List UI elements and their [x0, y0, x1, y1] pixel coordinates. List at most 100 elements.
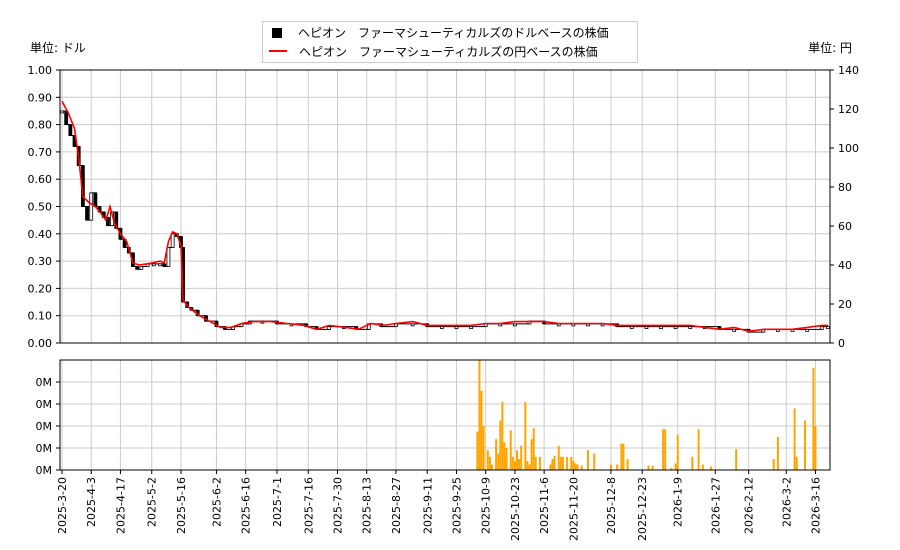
legend-line-icon	[269, 50, 287, 52]
volume-bar	[490, 464, 493, 470]
volume-bar	[511, 456, 514, 470]
x-tick-label: 2025-10-23	[509, 477, 522, 541]
volume-bar	[516, 450, 519, 470]
left-tick-label: 0.20	[28, 282, 53, 295]
usd-candle	[629, 326, 634, 330]
price-grid	[60, 69, 830, 344]
jpy-price-line	[61, 100, 828, 333]
usd-candle	[644, 326, 649, 330]
left-tick-label: 0.10	[28, 310, 53, 323]
volume-bar	[505, 448, 508, 470]
volume-bar	[622, 443, 625, 470]
usd-candle	[688, 326, 693, 330]
volume-bar	[553, 455, 556, 470]
usd-candle	[469, 326, 473, 330]
volume-bar	[812, 367, 815, 470]
price-left-axis: 0.00 0.10 0.20 0.30 0.40 0.50 0.60 0.70 0.80 0.90…	[28, 64, 60, 350]
right-tick-label: 20	[838, 298, 852, 311]
volume-bar	[503, 442, 506, 470]
volume-y-axis: 0M 0M 0M 0M 0M	[36, 376, 60, 477]
volume-bar	[616, 464, 619, 470]
usd-candle	[162, 263, 167, 267]
volume-bar	[570, 456, 573, 470]
usd-candle	[85, 206, 89, 221]
usd-candle	[454, 326, 459, 330]
usd-candle	[135, 266, 140, 270]
volume-bar	[647, 465, 650, 470]
volume-bar	[530, 439, 533, 470]
usd-candle	[114, 211, 119, 229]
legend: ヘピオン ファーマシューティカルズのドルベースの株価 ヘピオン ファーマシューテ…	[262, 21, 638, 63]
x-tick-label: 2025-6-2	[210, 477, 223, 527]
usd-candle	[513, 323, 517, 327]
left-tick-label: 0.80	[28, 119, 53, 132]
x-tick-label: 2025-9-25	[450, 477, 463, 534]
x-tick-label: 2025-5-2	[146, 477, 159, 527]
volume-bar	[534, 456, 537, 470]
x-tick-label: 2026-2-12	[743, 477, 756, 534]
usd-candle	[60, 110, 64, 114]
volume-bars	[476, 360, 817, 470]
volume-bar	[795, 456, 798, 470]
usd-candle	[139, 266, 144, 270]
usd-candle	[673, 326, 678, 330]
price-right-axis: 0 20 40 60 80 100 120 140	[830, 64, 859, 350]
usd-candle	[106, 217, 110, 227]
usd-candle	[327, 326, 332, 330]
volume-bar	[793, 408, 796, 470]
x-tick-label: 2025-4-3	[85, 477, 98, 527]
volume-bar	[501, 401, 504, 470]
volume-bar	[691, 456, 694, 470]
x-tick-label: 2026-3-16	[809, 477, 822, 534]
x-tick-label: 2026-3-2	[780, 477, 793, 527]
usd-price-line	[62, 110, 828, 333]
x-tick-label: 2025-3-20	[56, 477, 69, 534]
usd-candle	[439, 326, 444, 330]
usd-candle	[659, 326, 663, 330]
left-tick-label: 0.00	[28, 337, 53, 350]
left-tick-label: 1.00	[28, 64, 53, 77]
volume-tick-label: 0M	[36, 442, 53, 455]
volume-bar	[557, 445, 560, 470]
usd-candle	[64, 110, 69, 125]
usd-candle	[819, 326, 824, 330]
legend-entry-jpy: ヘピオン ファーマシューティカルズの円ベースの株価	[269, 43, 598, 61]
volume-tick-label: 0M	[36, 398, 53, 411]
volume-bar	[609, 464, 612, 470]
usd-candle	[166, 247, 171, 267]
volume-bar	[662, 429, 665, 470]
x-tick-label: 2025-7-16	[302, 477, 315, 534]
left-tick-label: 0.50	[28, 201, 53, 214]
volume-bar	[518, 459, 521, 470]
volume-bar	[674, 463, 677, 470]
right-tick-label: 80	[838, 181, 852, 194]
volume-bar	[670, 467, 673, 470]
right-tick-label: 140	[838, 64, 859, 77]
volume-bar	[497, 453, 500, 470]
volume-bar	[580, 465, 583, 470]
x-tick-label: 2025-8-13	[361, 477, 374, 534]
volume-plot-frame	[59, 359, 831, 471]
volume-bar	[559, 456, 562, 470]
right-tick-label: 40	[838, 259, 852, 272]
x-tick-label: 2026-1-27	[709, 477, 722, 534]
volume-bar	[532, 428, 535, 470]
right-axis-unit: 単位: 円	[808, 41, 852, 55]
volume-bar	[549, 464, 552, 470]
volume-bar	[697, 429, 700, 470]
volume-bar	[478, 360, 481, 470]
right-tick-label: 60	[838, 220, 852, 233]
x-tick-label: 2025-5-16	[175, 477, 188, 534]
volume-bar	[804, 420, 807, 470]
usd-candle	[410, 323, 415, 327]
volume-tick-label: 0M	[36, 464, 53, 477]
jpy-price-series	[61, 100, 828, 333]
volume-bar	[513, 461, 516, 470]
volume-bar	[566, 456, 569, 470]
volume-bar	[626, 459, 629, 470]
x-tick-label: 2025-7-1	[271, 477, 284, 527]
volume-bar	[524, 401, 527, 470]
x-tick-label: 2025-12-8	[605, 477, 618, 534]
volume-bar	[651, 465, 654, 470]
